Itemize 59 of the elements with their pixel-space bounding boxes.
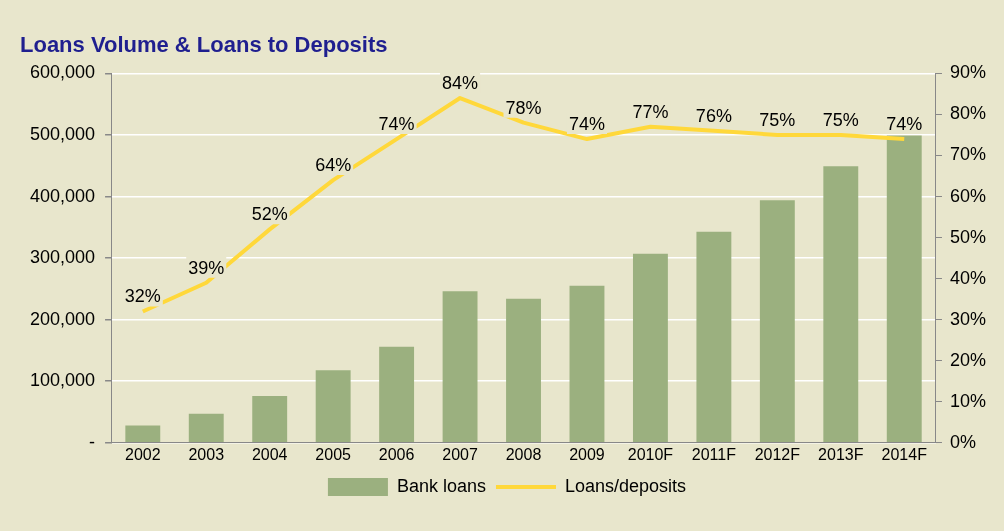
bar bbox=[632, 253, 668, 443]
x-tick-label: 2002 bbox=[125, 445, 161, 463]
x-tick-label: 2010F bbox=[627, 445, 674, 463]
y2-tick-label: 0% bbox=[949, 431, 976, 452]
x-tick-label: 2013F bbox=[818, 445, 864, 463]
x-tick-label: 2005 bbox=[315, 445, 352, 463]
x-tick-label: 2009 bbox=[569, 445, 605, 463]
y2-tick-label: 70% bbox=[949, 144, 986, 165]
data-label: 74% bbox=[378, 114, 415, 135]
y-tick-label: 600,000 bbox=[29, 62, 96, 83]
bar bbox=[823, 166, 859, 443]
bar bbox=[188, 413, 224, 443]
y2-tick-label: 90% bbox=[949, 62, 986, 83]
data-label: 52% bbox=[251, 204, 288, 225]
bar bbox=[442, 291, 478, 443]
y-tick-label: 100,000 bbox=[29, 370, 96, 391]
chart-title: Loans Volume & Loans to Deposits bbox=[20, 32, 388, 58]
x-tick-label: 2003 bbox=[188, 445, 225, 463]
x-tick-label: 2014F bbox=[881, 445, 928, 463]
x-tick-label: 2012F bbox=[754, 445, 801, 463]
y-tick-label: 200,000 bbox=[29, 308, 96, 329]
data-label: 74% bbox=[568, 114, 605, 135]
bar bbox=[886, 135, 922, 443]
data-label: 84% bbox=[442, 73, 479, 93]
y2-tick-label: 50% bbox=[949, 226, 986, 247]
legend-label: Loans/deposits bbox=[564, 475, 687, 496]
bar bbox=[125, 425, 161, 443]
y2-tick-label: 60% bbox=[949, 185, 986, 206]
bar bbox=[315, 370, 351, 443]
legend-label: Bank loans bbox=[396, 475, 486, 496]
x-tick-label: 2006 bbox=[378, 445, 415, 463]
bar bbox=[696, 231, 732, 443]
bar bbox=[759, 200, 795, 443]
y2-tick-label: 10% bbox=[949, 390, 986, 411]
y2-tick-label: 40% bbox=[949, 267, 986, 288]
bar bbox=[379, 346, 415, 443]
y-tick-label: 400,000 bbox=[29, 185, 96, 206]
x-tick-label: 2011F bbox=[691, 445, 737, 463]
y2-tick-label: 20% bbox=[949, 349, 986, 370]
bar bbox=[252, 396, 288, 443]
data-label: 75% bbox=[759, 109, 796, 130]
data-label: 32% bbox=[124, 286, 161, 307]
data-label: 75% bbox=[822, 109, 859, 130]
data-label: 39% bbox=[188, 257, 225, 278]
x-tick-label: 2004 bbox=[251, 445, 288, 463]
y-tick-label: 500,000 bbox=[29, 123, 96, 144]
data-label: 64% bbox=[315, 155, 352, 176]
bar bbox=[506, 298, 541, 443]
bar bbox=[569, 285, 605, 443]
x-tick-label: 2007 bbox=[442, 445, 478, 463]
data-label: 74% bbox=[886, 114, 923, 135]
x-tick-label: 2008 bbox=[505, 445, 542, 463]
y-tick-label: - bbox=[89, 431, 96, 452]
y2-tick-label: 80% bbox=[949, 103, 986, 124]
y-tick-label: 300,000 bbox=[29, 247, 96, 268]
y2-tick-label: 30% bbox=[949, 308, 986, 329]
data-label: 78% bbox=[505, 97, 542, 118]
data-label: 76% bbox=[695, 105, 732, 126]
data-label: 77% bbox=[632, 101, 669, 122]
